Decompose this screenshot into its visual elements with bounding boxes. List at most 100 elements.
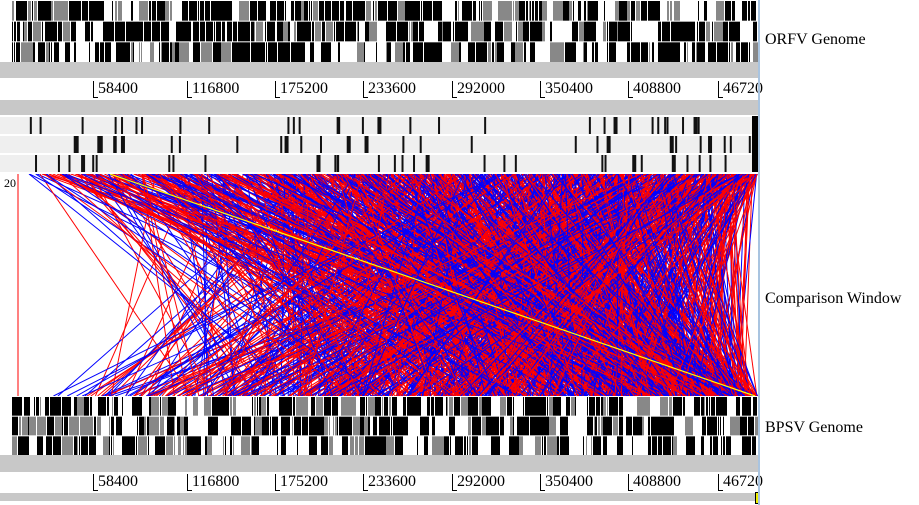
gene-feature <box>633 21 642 42</box>
gene-feature <box>119 397 120 416</box>
gene-feature <box>428 21 438 42</box>
match-line <box>527 174 704 396</box>
gene-feature <box>714 21 723 42</box>
gene-feature <box>170 1 172 21</box>
gene-feature <box>132 21 135 42</box>
gene-feature <box>433 1 441 21</box>
gene-feature <box>566 397 570 416</box>
gene-feature <box>478 436 482 455</box>
ruler-label: 292000 <box>457 80 505 97</box>
gene-feature <box>63 42 64 62</box>
gene-feature <box>21 21 23 42</box>
gene-feature <box>577 42 583 62</box>
gene-feature <box>31 397 34 416</box>
gene-feature <box>635 436 648 455</box>
gene-feature <box>537 1 538 21</box>
gene-feature <box>94 416 96 436</box>
gene-feature <box>753 397 757 416</box>
gene-feature <box>698 436 700 455</box>
gene-feature <box>525 397 535 416</box>
gene-feature <box>42 397 44 416</box>
gene-feature <box>660 1 667 21</box>
gene-feature <box>168 397 176 416</box>
gene-feature <box>32 42 33 62</box>
gene-feature <box>697 21 698 42</box>
gene-feature <box>331 42 337 62</box>
feature-mark <box>208 117 211 134</box>
feature-mark <box>319 136 322 153</box>
ruler-tick <box>452 474 457 491</box>
gene-feature <box>409 21 410 42</box>
bottom-scroll-bar[interactable] <box>0 455 758 472</box>
gene-feature <box>668 416 674 436</box>
match-line <box>416 174 745 396</box>
gene-feature <box>550 21 552 42</box>
feature-mark <box>57 155 60 172</box>
gene-feature <box>144 21 151 42</box>
gene-feature <box>407 1 408 21</box>
match-line <box>553 174 745 396</box>
match-line <box>99 174 439 396</box>
gene-feature <box>339 416 352 436</box>
match-line <box>640 174 738 396</box>
feature-mark <box>114 136 117 153</box>
match-line <box>358 174 436 396</box>
gene-feature <box>444 436 449 455</box>
orfv-genome-track[interactable] <box>0 0 758 62</box>
gene-feature <box>199 397 201 416</box>
gene-feature <box>648 436 651 455</box>
feature-mark <box>168 155 171 172</box>
gene-feature <box>184 416 188 436</box>
bpsv-genome-track[interactable] <box>0 396 758 455</box>
match-line <box>45 174 383 396</box>
feature-mark <box>97 136 102 153</box>
gene-feature <box>471 21 484 42</box>
gene-feature <box>82 1 88 21</box>
gene-feature <box>116 416 122 436</box>
gene-feature <box>553 1 563 21</box>
match-line <box>348 174 741 396</box>
gene-feature <box>652 42 654 62</box>
gene-feature <box>553 397 555 416</box>
gene-feature <box>187 1 188 21</box>
feature-mark <box>669 136 674 153</box>
gene-feature <box>504 416 510 436</box>
gene-feature <box>468 21 471 42</box>
match-line <box>229 174 379 396</box>
gene-feature <box>251 436 252 455</box>
comparison-window[interactable] <box>0 174 760 396</box>
feature-mark <box>693 117 698 134</box>
gene-feature <box>526 1 528 21</box>
match-line <box>406 174 496 396</box>
gene-feature <box>755 416 758 436</box>
gene-feature <box>50 397 61 416</box>
feature-track[interactable] <box>0 116 760 174</box>
gene-feature <box>404 416 406 436</box>
top-scroll-bar[interactable] <box>0 62 758 78</box>
match-line <box>187 174 404 396</box>
gene-feature <box>281 436 286 455</box>
gene-feature <box>96 436 103 455</box>
gene-feature <box>91 21 93 42</box>
gene-feature <box>481 1 482 21</box>
gene-feature <box>354 1 365 21</box>
gene-feature <box>191 42 192 62</box>
gene-feature <box>322 21 325 42</box>
gene-feature <box>377 42 381 62</box>
gene-feature <box>210 42 212 62</box>
gene-feature <box>266 1 269 21</box>
gene-feature <box>206 21 207 42</box>
match-line <box>614 174 740 396</box>
gene-feature <box>455 436 463 455</box>
gene-feature <box>717 42 728 62</box>
gene-feature <box>732 1 735 21</box>
gene-feature <box>584 21 595 42</box>
gene-feature <box>346 1 352 21</box>
gene-feature <box>641 42 645 62</box>
gene-feature <box>278 416 280 436</box>
gene-feature <box>188 397 193 416</box>
gene-feature <box>129 1 131 21</box>
gene-feature <box>166 436 173 455</box>
gene-feature <box>193 397 198 416</box>
gene-feature <box>605 42 606 62</box>
